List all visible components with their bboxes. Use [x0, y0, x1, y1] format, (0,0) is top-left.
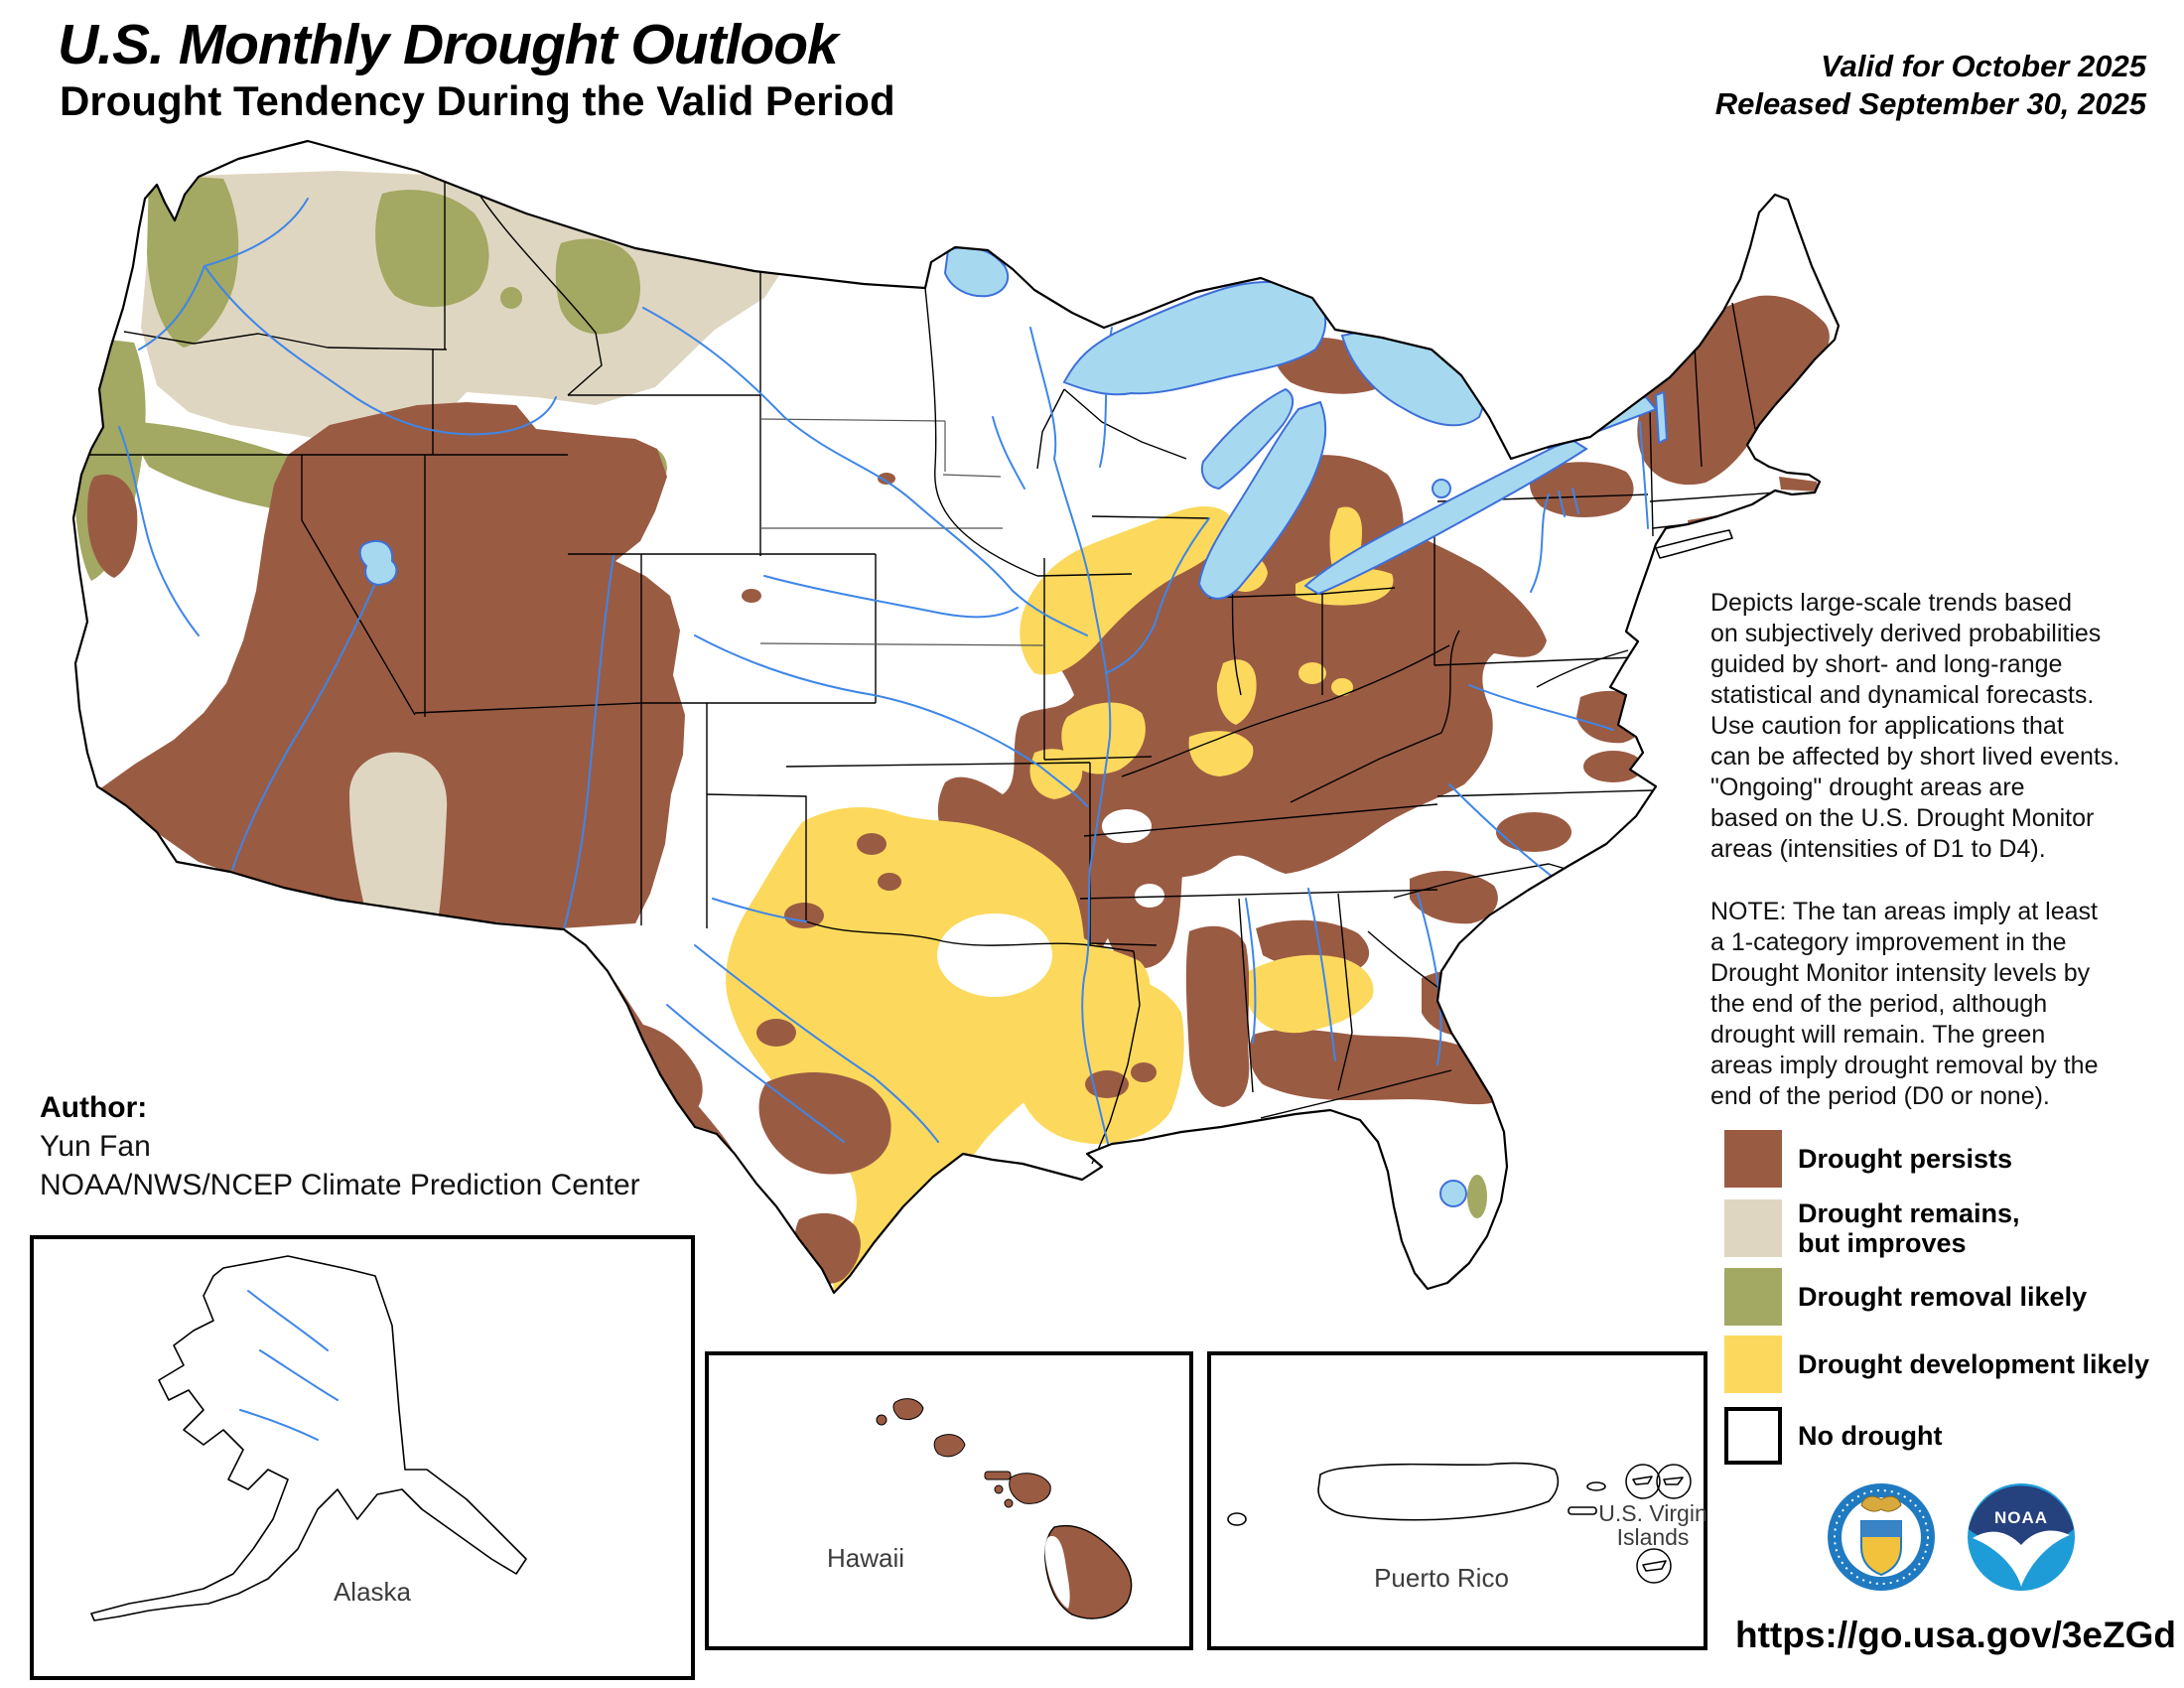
legend-label: No drought: [1798, 1421, 1943, 1451]
legend-label: Drought persists: [1798, 1144, 2013, 1174]
puerto-rico-inset: Puerto Rico U.S. Virgin Islands: [1207, 1351, 1707, 1650]
author-block: Author: Yun Fan NOAA/NWS/NCEP Climate Pr…: [40, 1088, 640, 1204]
page-title: U.S. Monthly Drought Outlook: [58, 13, 839, 76]
legend-item-persists: Drought persists: [1724, 1130, 2149, 1188]
noaa-logo: NOAA: [1968, 1483, 2075, 1591]
alaska-inset: Alaska: [30, 1235, 695, 1680]
commerce-seal-logo: [1828, 1483, 1935, 1591]
legend-swatch-improves: [1724, 1199, 1782, 1257]
virgin-islands-label-2: Islands: [1617, 1524, 1690, 1550]
legend-item-development: Drought development likely: [1724, 1336, 2149, 1393]
legend: Drought persists Drought remains, but im…: [1724, 1130, 2149, 1465]
legend-swatch-no-drought: [1724, 1407, 1782, 1465]
note-text: NOTE: The tan areas imply at least a 1-c…: [1710, 898, 2099, 1110]
legend-swatch-removal: [1724, 1268, 1782, 1326]
legend-label: Drought development likely: [1798, 1349, 2150, 1379]
legend-swatch-development: [1724, 1336, 1782, 1393]
hawaii-label: Hawaii: [827, 1543, 904, 1573]
hawaii-inset: Hawaii: [705, 1351, 1193, 1650]
legend-item-no-drought: No drought: [1724, 1407, 2149, 1465]
valid-period: Valid for October 2025 Released Septembe…: [1715, 48, 2146, 123]
legend-swatch-persists: [1724, 1130, 1782, 1188]
legend-label: Drought removal likely: [1798, 1282, 2088, 1312]
legend-label: Drought remains, but improves: [1798, 1198, 2020, 1258]
alaska-label: Alaska: [334, 1577, 412, 1607]
author-name: Yun Fan: [40, 1130, 151, 1163]
description-text: Depicts large-scale trends based on subj…: [1710, 589, 2120, 863]
virgin-islands-label-1: U.S. Virgin: [1598, 1500, 1707, 1526]
page-subtitle: Drought Tendency During the Valid Period: [60, 77, 895, 124]
long-island: [1655, 529, 1733, 559]
drought-regions-layer: [73, 167, 1830, 1293]
puerto-rico-label: Puerto Rico: [1374, 1563, 1509, 1593]
noaa-logo-text: NOAA: [1994, 1508, 2048, 1527]
author-heading: Author:: [40, 1091, 148, 1124]
legend-item-removal: Drought removal likely: [1724, 1268, 2149, 1326]
released-line: Released September 30, 2025: [1714, 86, 2146, 121]
valid-line: Valid for October 2025: [1821, 49, 2146, 83]
author-org: NOAA/NWS/NCEP Climate Prediction Center: [40, 1169, 640, 1201]
legend-item-improves: Drought remains, but improves: [1724, 1198, 2149, 1258]
short-url: https://go.usa.gov/3eZGd: [1734, 1615, 2176, 1655]
